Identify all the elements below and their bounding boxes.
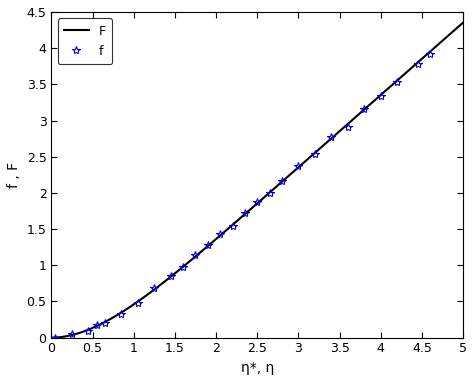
f bbox=[180, 265, 186, 270]
f bbox=[86, 329, 91, 333]
f bbox=[118, 312, 124, 316]
F bbox=[48, 335, 54, 340]
f bbox=[102, 320, 108, 325]
f bbox=[151, 286, 157, 290]
f bbox=[361, 107, 367, 112]
F bbox=[373, 97, 378, 102]
f bbox=[255, 200, 260, 204]
f bbox=[427, 52, 433, 57]
f bbox=[94, 323, 100, 328]
F bbox=[238, 215, 244, 220]
f bbox=[168, 274, 173, 278]
Line: F: F bbox=[51, 23, 463, 338]
F bbox=[70, 333, 75, 337]
Line: f: f bbox=[51, 50, 434, 342]
f bbox=[394, 80, 400, 84]
f bbox=[295, 163, 301, 168]
f bbox=[345, 125, 351, 129]
f bbox=[192, 253, 198, 257]
f bbox=[415, 62, 420, 66]
f bbox=[328, 135, 334, 139]
f bbox=[53, 335, 58, 340]
X-axis label: η*, η: η*, η bbox=[241, 361, 274, 375]
f bbox=[205, 243, 210, 248]
F bbox=[448, 31, 454, 36]
f bbox=[378, 94, 383, 99]
f bbox=[279, 179, 285, 183]
f bbox=[242, 210, 248, 215]
f bbox=[230, 223, 236, 228]
Legend: F, f: F, f bbox=[58, 18, 112, 64]
f bbox=[69, 332, 75, 337]
F bbox=[448, 31, 454, 36]
Y-axis label: f , F: f , F bbox=[7, 162, 21, 188]
f bbox=[312, 152, 318, 157]
F bbox=[460, 20, 466, 25]
f bbox=[135, 301, 141, 305]
f bbox=[217, 232, 223, 236]
f bbox=[267, 191, 273, 196]
F bbox=[249, 206, 255, 210]
